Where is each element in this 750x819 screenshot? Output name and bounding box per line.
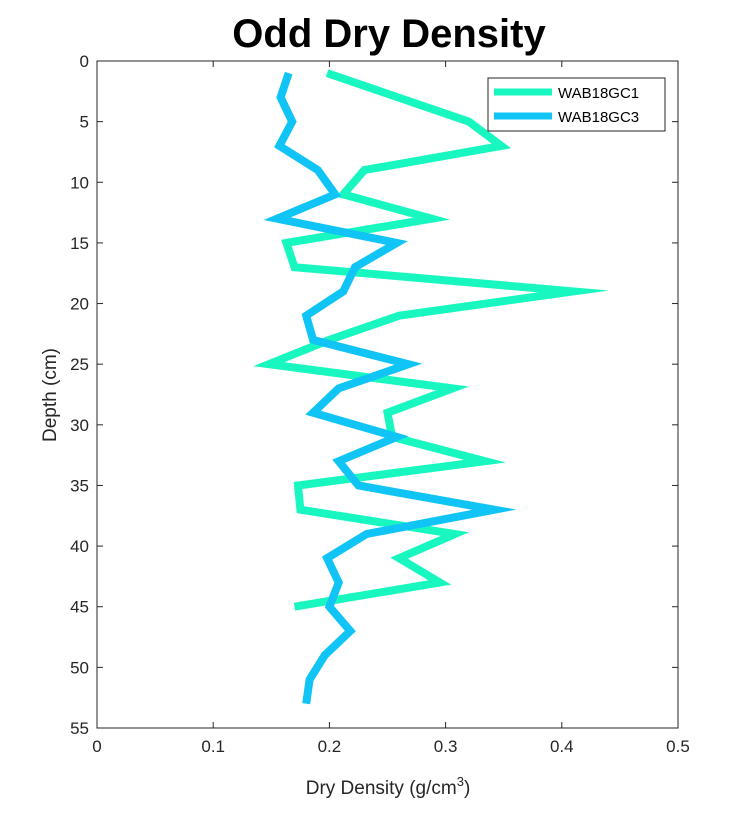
y-axis-label: Depth (cm) xyxy=(40,348,61,442)
y-tick-label: 20 xyxy=(70,295,89,314)
y-tick-label: 10 xyxy=(70,173,89,192)
x-axis-label-end: ) xyxy=(464,778,470,799)
y-tick-label: 0 xyxy=(80,52,89,71)
axis-layer: 0 0.1 0.2 0.3 0.4 0.5 0 5 10 15 20 25 30 35 40 45 50 55 xyxy=(70,52,690,756)
x-tick-label: 0.3 xyxy=(434,737,458,756)
x-tick-label: 0 xyxy=(92,737,101,756)
x-tick-label: 0.1 xyxy=(201,737,225,756)
legend: WAB18GC1 WAB18GC3 xyxy=(487,77,666,132)
x-tick-label: 0.5 xyxy=(666,737,690,756)
y-tick-label: 55 xyxy=(70,719,89,738)
x-axis-label-sup: 3 xyxy=(457,774,464,789)
x-tick-label: 0.4 xyxy=(550,737,574,756)
y-tick-label: 40 xyxy=(70,537,89,556)
legend-label-wab18gc1: WAB18GC1 xyxy=(558,85,639,102)
plot-area xyxy=(97,61,678,728)
y-tick-label: 45 xyxy=(70,598,89,617)
y-tick-label: 35 xyxy=(70,476,89,495)
y-tick-label: 30 xyxy=(70,416,89,435)
chart-title: Odd Dry Density xyxy=(232,12,546,56)
legend-label-wab18gc3: WAB18GC3 xyxy=(558,109,639,126)
y-tick-label: 5 xyxy=(80,113,89,132)
legend-box xyxy=(487,77,666,132)
y-tick-label: 15 xyxy=(70,234,89,253)
plot-frame xyxy=(96,60,679,729)
y-tick-label: 50 xyxy=(70,658,89,677)
series-line-wab18gc3 xyxy=(263,71,517,705)
series-line-wab18gc1 xyxy=(253,69,610,611)
series-layer xyxy=(253,69,610,705)
y-tick-label: 25 xyxy=(70,355,89,374)
x-axis-label-main: Dry Density (g/cm xyxy=(306,778,457,799)
x-tick-label: 0.2 xyxy=(318,737,342,756)
x-axis-label: Dry Density (g/cm3) xyxy=(306,774,471,799)
